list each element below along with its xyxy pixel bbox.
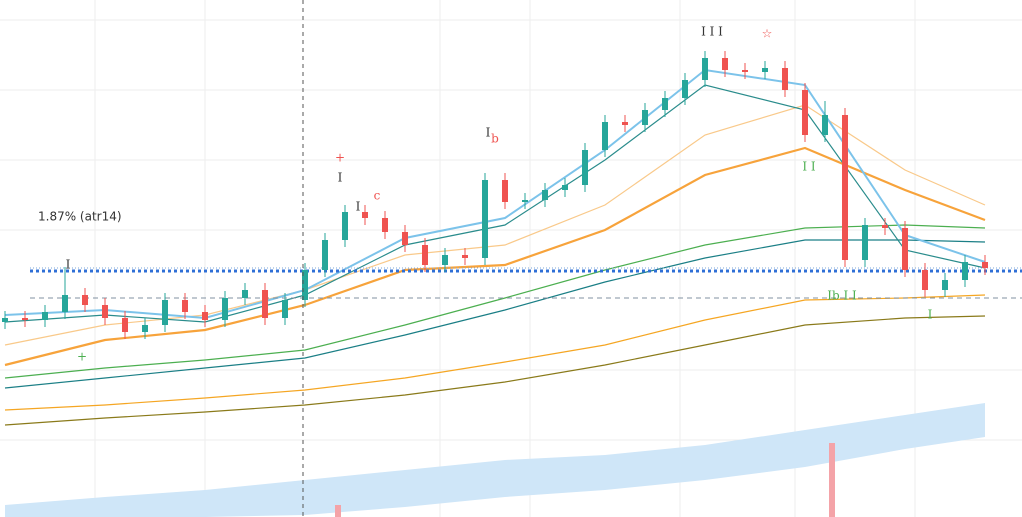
candle-body <box>622 122 628 125</box>
volume-bar <box>335 505 341 517</box>
signal-marker: I <box>338 171 343 185</box>
candle-body <box>362 212 368 218</box>
candle-body <box>682 80 688 98</box>
moving-average <box>4 84 986 323</box>
moving-average <box>4 239 986 389</box>
candle-body <box>342 212 348 240</box>
candle-body <box>942 280 948 290</box>
candle-body <box>922 270 928 290</box>
candle-body <box>642 110 648 125</box>
candle-body <box>142 325 148 332</box>
candle-body <box>702 58 708 80</box>
candle-body <box>382 218 388 232</box>
signal-marker: I <box>66 258 71 272</box>
signal-marker: I I <box>802 160 816 174</box>
volume-bar <box>829 443 835 517</box>
candle-body <box>442 255 448 265</box>
candle-body <box>402 232 408 245</box>
cloud-band <box>5 403 985 517</box>
moving-average <box>4 294 986 411</box>
candle-body <box>82 295 88 305</box>
candle-body <box>102 305 108 318</box>
moving-average <box>4 104 986 346</box>
candle-body <box>422 245 428 265</box>
signal-marker: I <box>486 126 491 140</box>
moving-average <box>4 68 986 320</box>
candle-body <box>822 115 828 135</box>
candle-body <box>662 98 668 110</box>
candle-body <box>202 312 208 320</box>
candle-body <box>962 262 968 280</box>
signal-marker: I <box>356 200 361 214</box>
candle-body <box>762 68 768 72</box>
moving-average <box>4 315 986 426</box>
candle-body <box>742 70 748 72</box>
signal-marker: I I I <box>701 25 723 39</box>
candle-body <box>842 115 848 260</box>
signal-marker: I <box>928 308 933 322</box>
candle-body <box>722 58 728 70</box>
candle-body <box>262 290 268 318</box>
annotation: 1.87% (atr14) <box>38 210 122 224</box>
signal-marker: ☆ <box>762 27 773 41</box>
candle-body <box>602 122 608 150</box>
candle-body <box>562 185 568 190</box>
candle-body <box>902 228 908 270</box>
candle-body <box>782 68 788 90</box>
candle-body <box>802 90 808 135</box>
signal-marker: c <box>374 189 381 203</box>
candle-body <box>322 240 328 270</box>
candle-body <box>22 318 28 320</box>
candle-body <box>522 200 528 202</box>
candle-body <box>42 312 48 320</box>
moving-average <box>4 146 986 367</box>
candle-body <box>882 225 888 228</box>
candle-body <box>122 318 128 332</box>
candle-body <box>302 270 308 300</box>
candle-body <box>242 290 248 298</box>
moving-average <box>4 224 986 379</box>
candle-body <box>222 298 228 320</box>
signal-marker: + <box>77 350 87 364</box>
signal-marker: Ib I I <box>827 289 857 303</box>
candle-body <box>62 295 68 312</box>
candle-body <box>582 150 588 185</box>
candle-body <box>502 180 508 202</box>
candle-body <box>2 318 8 322</box>
candle-body <box>282 300 288 318</box>
candle-body <box>462 255 468 258</box>
candle-body <box>542 190 548 200</box>
candle-body <box>182 300 188 312</box>
signal-marker: b <box>491 132 499 146</box>
candle-body <box>982 262 988 268</box>
candle-body <box>862 225 868 260</box>
candle-body <box>482 180 488 258</box>
candle-body <box>162 300 168 325</box>
signal-marker: + <box>335 151 345 165</box>
